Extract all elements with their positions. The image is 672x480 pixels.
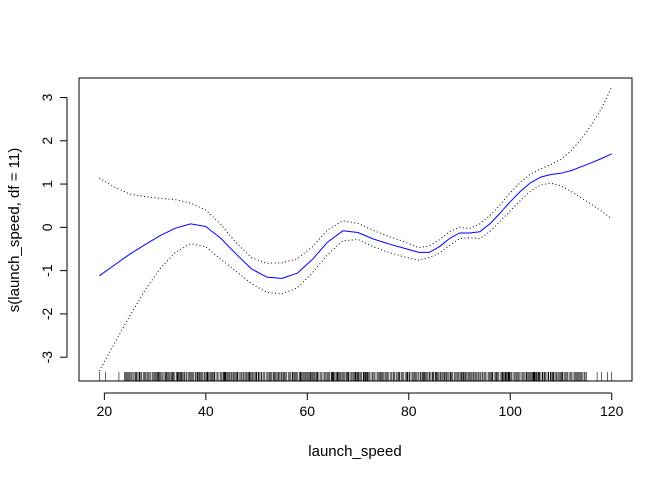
- x-tick-label: 120: [600, 403, 624, 419]
- x-axis: 20 40 60 80 100 120: [97, 392, 624, 419]
- plot-frame: [78, 77, 633, 382]
- y-tick-label: -3: [39, 351, 55, 364]
- y-axis-label: s(launch_speed, df = 11): [6, 148, 23, 312]
- x-tick-label: 60: [300, 403, 316, 419]
- y-axis: -3 -2 -1 0 1 2 3: [39, 93, 68, 364]
- x-tick-label: 80: [401, 403, 417, 419]
- x-axis-label: launch_speed: [308, 443, 401, 460]
- x-tick-label: 40: [198, 403, 214, 419]
- y-tick-label: 1: [39, 180, 55, 188]
- y-tick-label: 0: [39, 223, 55, 231]
- series-line-lower-band: [98, 182, 612, 372]
- x-tick-label: 20: [97, 403, 113, 419]
- x-tick-label: 100: [499, 403, 523, 419]
- series-line-upper-band: [99, 86, 613, 264]
- y-tick-label: 3: [39, 93, 55, 101]
- series-line-fit: [99, 153, 612, 279]
- rug-marks: [98, 372, 613, 381]
- y-tick-label: -1: [39, 264, 55, 277]
- chart-series: [98, 86, 613, 372]
- y-tick-label: 2: [39, 137, 55, 145]
- plot-axes: 20 40 60 80 100 120 -3 -2 -1 0 1 2 3: [39, 77, 633, 419]
- y-tick-label: -2: [39, 307, 55, 320]
